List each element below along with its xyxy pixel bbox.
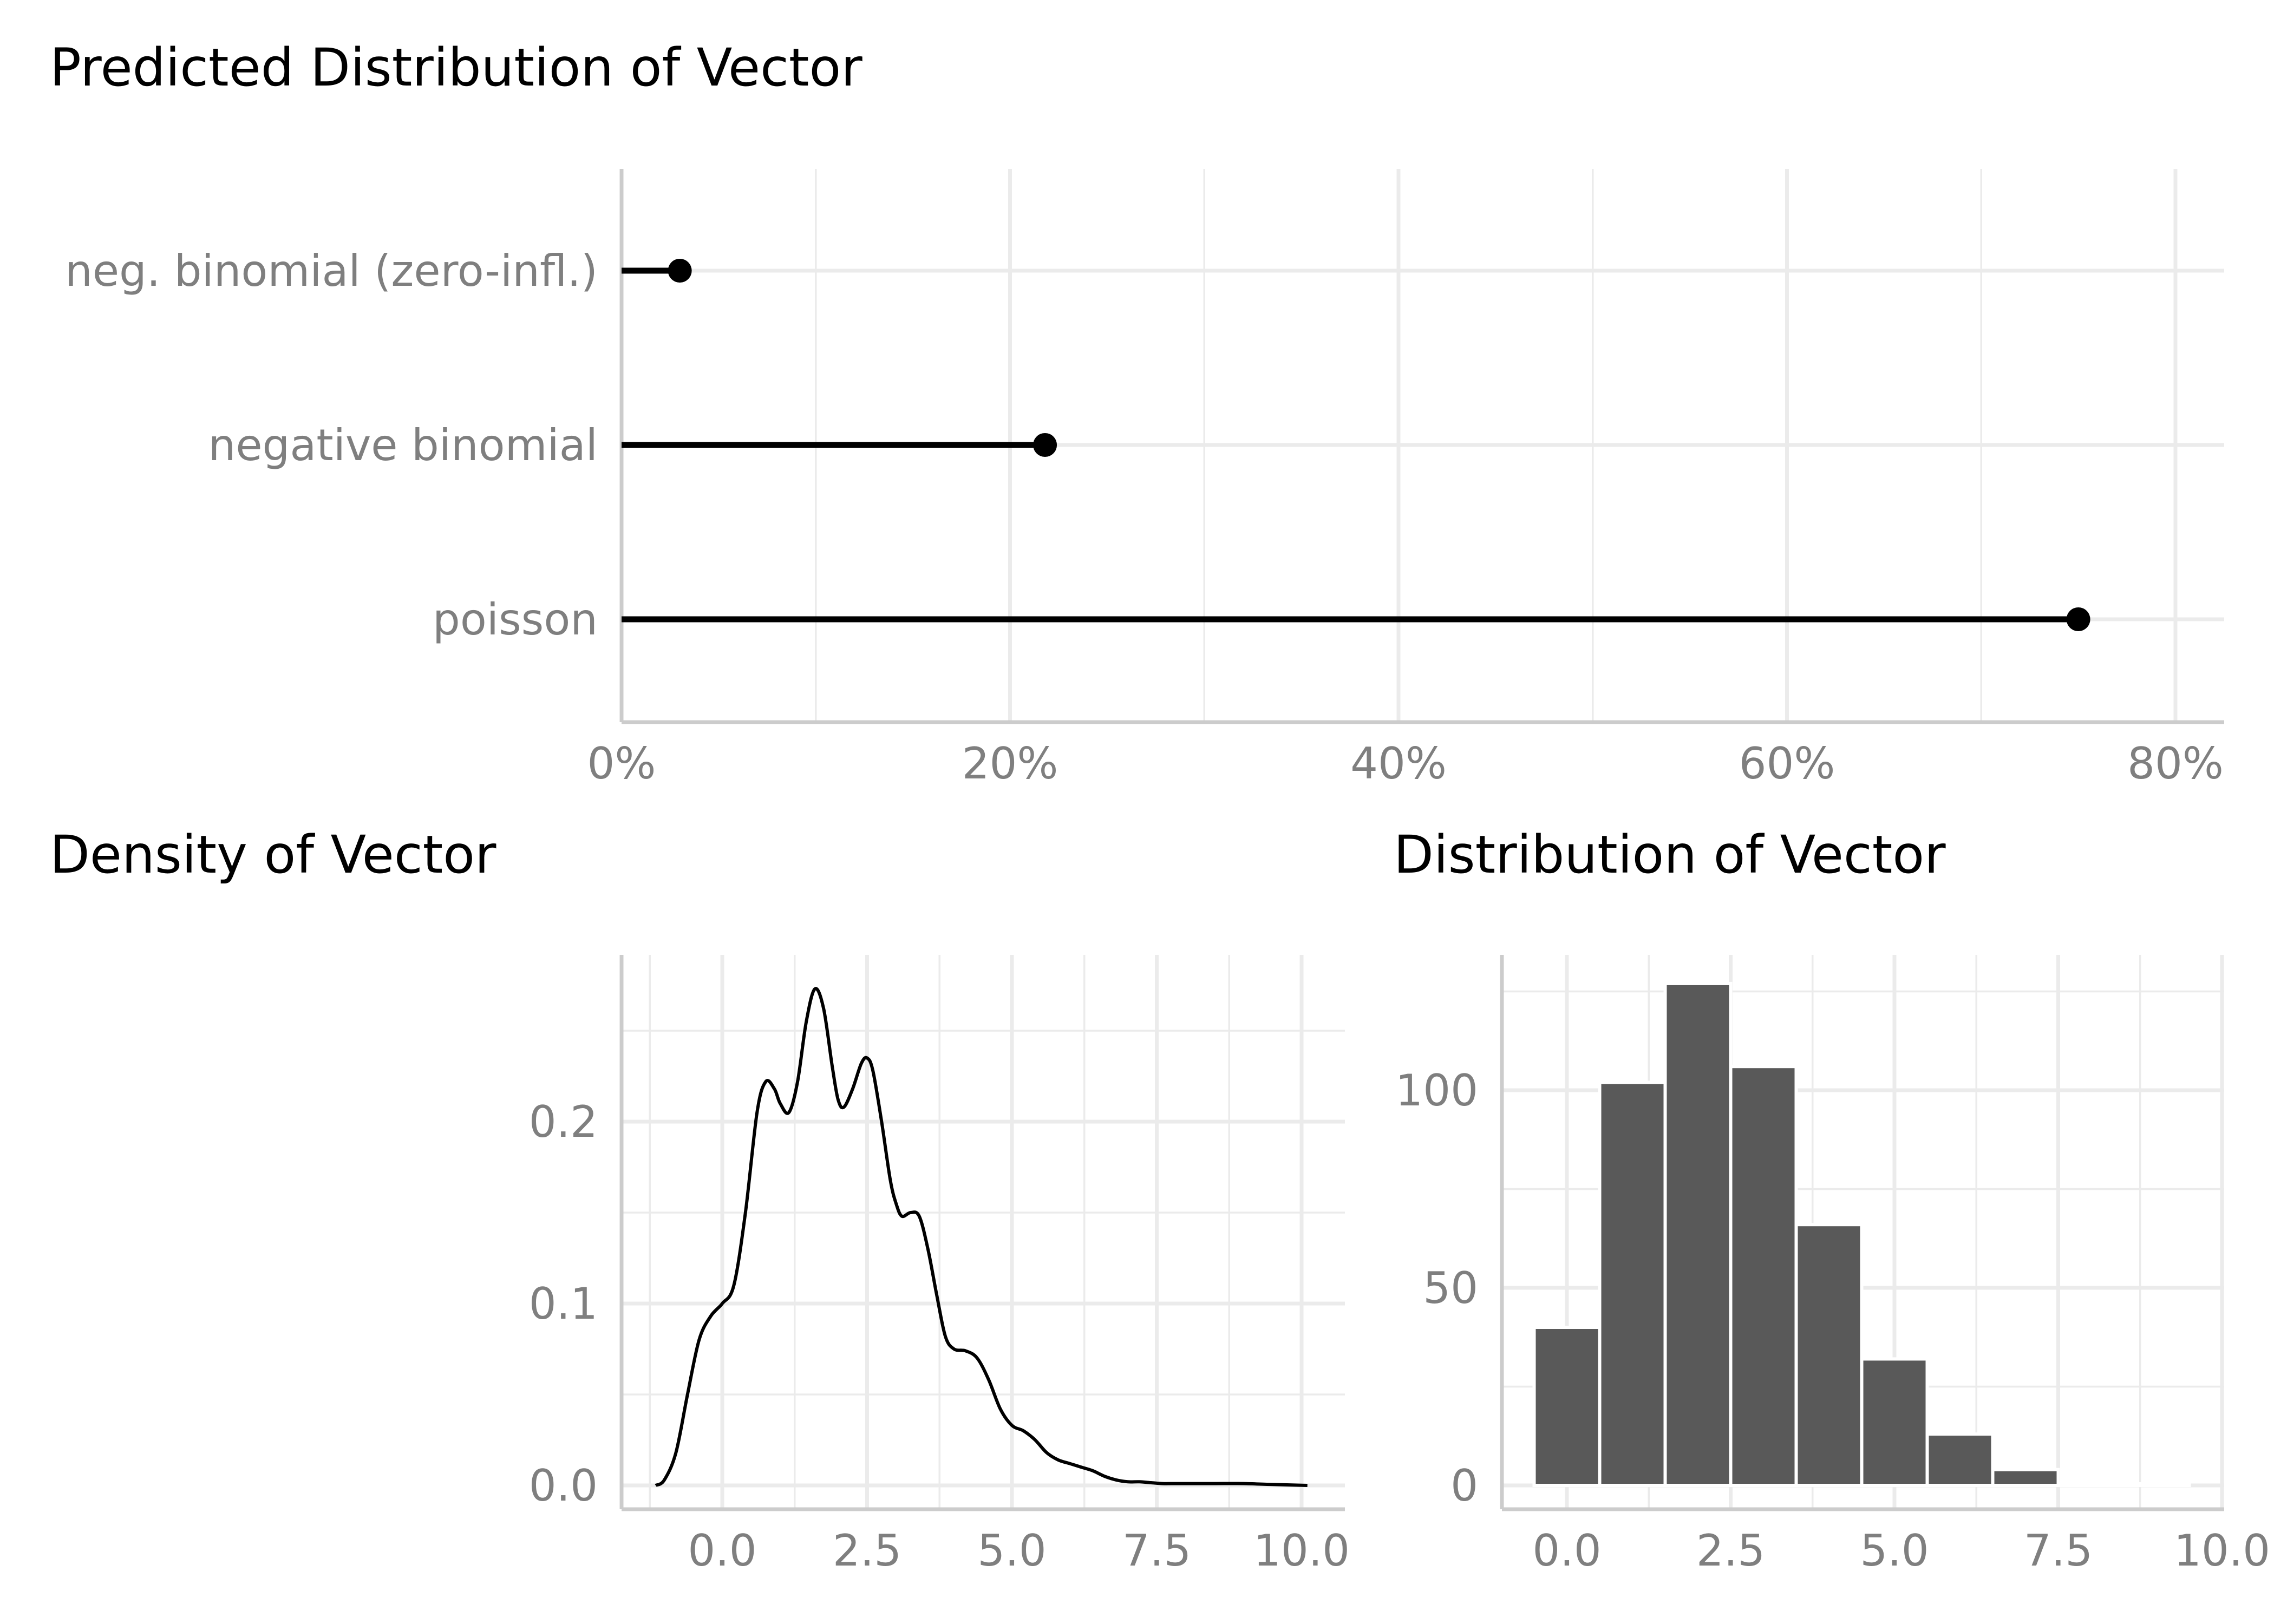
histogram-bar (1794, 1223, 1864, 1487)
predicted-distribution-title: Predicted Distribution of Vector (50, 37, 862, 98)
density-x-tick-label: 10.0 (1253, 1525, 1350, 1576)
density-x-tick-label: 0.0 (688, 1525, 756, 1576)
density-x-tick-label: 7.5 (1122, 1525, 1191, 1576)
histogram-tick-labels: 0.0 2.5 5.0 7.5 10.0 0 50 100 (1395, 1065, 2270, 1576)
histogram-bars (1532, 981, 2191, 1488)
predicted-category-label: poisson (433, 594, 598, 645)
predicted-tick-labels: neg. binomial (zero-infl.) negative binom… (65, 246, 2224, 789)
histogram-bar (1729, 1065, 1798, 1487)
histogram-y-tick-label: 0 (1450, 1461, 1478, 1511)
predicted-lollipops (622, 259, 2090, 631)
lollipop-point (1033, 433, 1057, 457)
predicted-category-label: negative binomial (208, 420, 598, 470)
density-x-tick-label: 2.5 (833, 1525, 901, 1576)
lollipop-point (668, 259, 692, 283)
histogram-x-tick-label: 7.5 (2024, 1525, 2093, 1576)
density-y-tick-label: 0.1 (529, 1279, 598, 1329)
lollipop-point (2066, 607, 2090, 631)
density-curve-group (655, 987, 1308, 1487)
density-panel: Density of Vector 0.0 2.5 5.0 7.5 10.0 0.0 0.1… (50, 824, 1350, 1576)
predicted-category-label: neg. binomial (zero-infl.) (65, 246, 598, 296)
predicted-x-tick-label: 60% (1739, 738, 1835, 789)
density-x-tick-label: 5.0 (977, 1525, 1046, 1576)
histogram-bar (2122, 1482, 2191, 1487)
density-title: Density of Vector (50, 824, 496, 885)
histogram-x-tick-label: 0.0 (1532, 1525, 1601, 1576)
histogram-panel: Distribution of Vector 0.0 2.5 5.0 7.5 10.00… (1394, 824, 2270, 1576)
density-tick-labels: 0.0 2.5 5.0 7.5 10.0 0.0 0.1 0.2 (529, 1097, 1350, 1576)
histogram-x-tick-label: 2.5 (1696, 1525, 1765, 1576)
predicted-distribution-panel: Predicted Distribution of Vector neg. bi… (50, 37, 2224, 789)
histogram-bar (1598, 1081, 1667, 1487)
histogram-title: Distribution of Vector (1394, 824, 1946, 885)
density-axes (619, 955, 1345, 1511)
histogram-x-tick-label: 5.0 (1860, 1525, 1929, 1576)
histogram-bar (1860, 1357, 1929, 1487)
density-y-tick-label: 0.0 (529, 1461, 598, 1511)
histogram-y-tick-label: 50 (1423, 1263, 1478, 1313)
histogram-bar (1991, 1468, 2060, 1488)
density-curve (655, 987, 1308, 1487)
histogram-x-tick-label: 10.0 (2174, 1525, 2270, 1576)
histogram-y-tick-label: 100 (1395, 1065, 1478, 1116)
predicted-x-tick-label: 20% (962, 738, 1058, 789)
density-grid (622, 955, 1345, 1509)
density-y-tick-label: 0.2 (529, 1097, 598, 1147)
predicted-x-tick-label: 0% (587, 738, 656, 789)
predicted-x-tick-label: 80% (2127, 738, 2224, 789)
predicted-x-tick-label: 40% (1350, 738, 1447, 789)
histogram-bar (1663, 981, 1733, 1487)
histogram-axes (1500, 955, 2224, 1511)
histogram-bar (1532, 1326, 1602, 1487)
histogram-bar (2056, 1482, 2126, 1487)
histogram-bar (1925, 1432, 1995, 1488)
